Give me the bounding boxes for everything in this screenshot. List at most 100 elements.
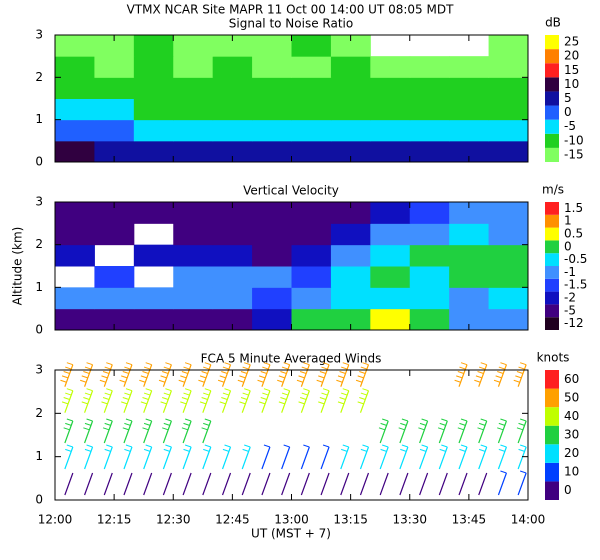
colorbar-box xyxy=(545,407,559,426)
barb-feather xyxy=(201,396,208,400)
wind-barb xyxy=(340,364,350,387)
heatmap-cell xyxy=(173,35,214,57)
barb-feather xyxy=(86,418,93,422)
barb-feather xyxy=(516,370,524,374)
plot-frame xyxy=(54,369,529,501)
barb-feather xyxy=(480,418,487,422)
barb-feather xyxy=(181,396,189,400)
barb-feather xyxy=(341,448,348,452)
colorbar-box xyxy=(545,202,559,215)
colorbar-label: 60 xyxy=(564,372,579,386)
barb-feather xyxy=(63,427,70,431)
wind-barb xyxy=(64,364,74,387)
colorbar-label: -10 xyxy=(564,133,584,147)
colorbar-box xyxy=(545,370,559,389)
barb-feather xyxy=(145,444,152,448)
barb-feather xyxy=(204,362,211,366)
wind-barb xyxy=(103,364,113,387)
colorbar-label: 1 xyxy=(564,214,572,228)
barb-feather xyxy=(319,396,327,400)
barb-feather xyxy=(263,444,271,448)
barb-feather xyxy=(106,444,113,448)
barb-feather xyxy=(303,362,310,366)
barb-feather xyxy=(61,401,69,405)
colorbar-label: -1 xyxy=(564,265,576,279)
barb-feather xyxy=(240,396,248,400)
y-tick-label: 2 xyxy=(35,237,43,251)
wind-barb xyxy=(182,390,192,413)
barb-feather xyxy=(242,392,249,396)
barb-feather xyxy=(280,396,287,400)
colorbar-label: 10 xyxy=(564,77,579,91)
y-tick-label: 1 xyxy=(35,449,43,463)
heatmap-cell xyxy=(291,266,332,288)
barb-feather xyxy=(474,379,481,383)
colorbar-box xyxy=(545,105,559,120)
heatmap-cell xyxy=(291,119,332,142)
barb-feather xyxy=(401,418,409,422)
wind-barb xyxy=(497,364,508,387)
heatmap-cell xyxy=(330,244,371,267)
heatmap-cell xyxy=(330,77,371,99)
wind-barb xyxy=(517,446,527,470)
barb-feather xyxy=(299,396,307,400)
barb-feather xyxy=(497,370,504,374)
wind-barb xyxy=(261,472,271,496)
barb-feather xyxy=(204,444,211,448)
wind-barb xyxy=(143,420,153,444)
barb-feather xyxy=(342,444,349,448)
barb-feather xyxy=(63,370,70,374)
barb-feather xyxy=(162,370,169,374)
colorbar-box xyxy=(545,240,559,254)
heatmap-cell xyxy=(330,266,371,288)
heatmap-cell xyxy=(291,202,332,224)
barb-feather xyxy=(459,422,466,426)
barb-feather xyxy=(480,362,487,366)
barb-feather xyxy=(283,362,290,366)
heatmap-cell xyxy=(55,140,95,163)
barb-feather xyxy=(441,418,448,422)
heatmap-cell xyxy=(449,287,490,310)
barb-feather xyxy=(281,392,289,396)
heatmap-cell xyxy=(133,202,174,224)
barb-feather xyxy=(102,427,110,431)
barb-feather xyxy=(102,370,110,374)
wind-barb xyxy=(162,364,172,387)
barb-feather xyxy=(500,362,507,366)
heatmap-cell xyxy=(409,308,450,331)
heatmap-cell xyxy=(488,119,529,142)
barb-feather xyxy=(237,379,244,383)
colorbar-label: -0.5 xyxy=(564,252,587,266)
barb-feather xyxy=(475,375,483,379)
wind-barb xyxy=(202,390,212,413)
barb-feather xyxy=(318,401,325,405)
wind-barb xyxy=(162,420,172,444)
barb-feather xyxy=(86,362,93,366)
wind-barb xyxy=(83,364,94,387)
barb-feather xyxy=(419,448,427,452)
heatmap-cell xyxy=(55,35,95,57)
barb-feather xyxy=(263,388,271,392)
heatmap-cell xyxy=(370,266,411,288)
barb-feather xyxy=(84,366,92,370)
heatmap-cell xyxy=(173,56,214,78)
barb-feather xyxy=(454,379,461,383)
colorbar-box xyxy=(545,63,559,78)
heatmap-cell xyxy=(370,308,411,331)
barb-feather xyxy=(201,370,208,374)
barb-feather xyxy=(122,427,129,431)
heatmap-cell xyxy=(133,98,174,121)
heatmap-cell xyxy=(55,223,95,246)
heatmap-cell xyxy=(330,308,371,331)
barb-feather xyxy=(359,396,366,400)
barb-feather xyxy=(222,366,230,370)
wind-barb xyxy=(478,472,488,496)
barb-feather xyxy=(400,422,407,426)
heatmap-cell xyxy=(173,244,214,267)
barb-feather xyxy=(519,470,527,474)
wind-barb xyxy=(320,390,330,413)
colorbar-label: -12 xyxy=(564,316,584,330)
barb-feather xyxy=(519,418,527,422)
heatmap-cell xyxy=(370,223,411,246)
barb-feather xyxy=(224,362,231,366)
